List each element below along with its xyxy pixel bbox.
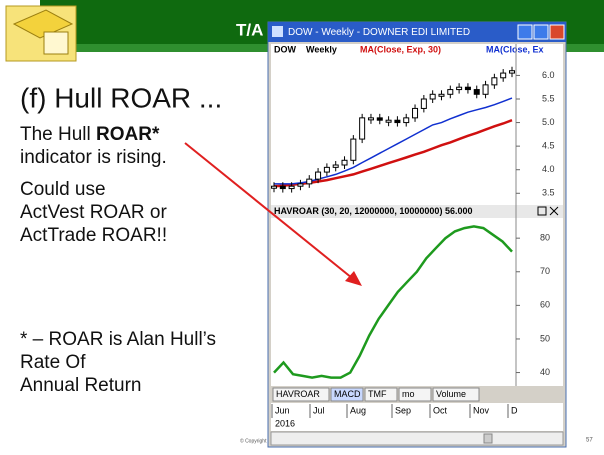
text: The Hull	[20, 124, 96, 145]
chart-window: DOW - Weekly - DOWNER EDI LIMITED DOW We…	[268, 22, 566, 447]
paragraph: The Hull ROAR*	[20, 124, 160, 145]
candle	[386, 120, 391, 122]
slide: T/A (f) Hull ROAR ... The Hull ROAR* ind…	[0, 0, 604, 455]
minimize-button[interactable]	[518, 25, 532, 39]
paragraph: ActVest ROAR or	[20, 202, 167, 223]
y-tick-label: 4.5	[542, 141, 555, 151]
month-label: Jun	[275, 405, 290, 415]
candle	[298, 184, 303, 186]
roar-panel	[271, 218, 563, 386]
panel-label: DOW	[274, 44, 297, 54]
candle	[404, 118, 409, 123]
maximize-button[interactable]	[534, 25, 548, 39]
candle	[351, 139, 356, 160]
tab-label: Volume	[436, 389, 466, 399]
scrollbar[interactable]	[271, 432, 563, 445]
logo-paper	[44, 32, 68, 54]
y-tick-label: 5.5	[542, 93, 555, 103]
candle	[360, 118, 365, 139]
y-tick-label: 5.0	[542, 117, 555, 127]
candle	[289, 186, 294, 188]
candle	[413, 108, 418, 117]
footnote: Annual Return	[20, 375, 141, 396]
y-tick-label: 3.5	[542, 188, 555, 198]
month-label: D	[511, 405, 518, 415]
candle	[316, 172, 321, 179]
candle	[483, 85, 488, 94]
candle	[395, 120, 400, 122]
candle	[280, 186, 285, 188]
window-title: DOW - Weekly - DOWNER EDI LIMITED	[288, 27, 470, 38]
close-button[interactable]	[550, 25, 564, 39]
panel-label: MA(Close, Ex	[486, 44, 544, 54]
footnote: Rate Of	[20, 352, 86, 373]
candle	[272, 186, 277, 188]
y-tick-label: 70	[540, 266, 550, 276]
page-number: 57	[586, 438, 593, 444]
paragraph: indicator is rising.	[20, 147, 167, 168]
candle	[492, 78, 497, 85]
candle	[439, 94, 444, 96]
scroll-thumb[interactable]	[484, 434, 492, 443]
candle	[465, 87, 470, 89]
paragraph: Could use	[20, 179, 106, 200]
candle	[457, 87, 462, 89]
y-tick-label: 80	[540, 233, 550, 243]
y-tick-label: 40	[540, 367, 550, 377]
month-label: Jul	[313, 405, 325, 415]
logo	[6, 6, 76, 61]
month-label: Sep	[395, 405, 411, 415]
tab-label: HAVROAR	[276, 389, 320, 399]
tab-label: mo	[402, 389, 415, 399]
header-text: T/A	[236, 20, 263, 39]
y-tick-label: 4.0	[542, 164, 555, 174]
y-tick-label: 6.0	[542, 70, 555, 80]
candle	[368, 118, 373, 120]
candle	[474, 90, 479, 95]
month-label: Aug	[350, 405, 366, 415]
panel-label: HAVROAR (30, 20, 12000000, 10000000) 56.…	[274, 206, 472, 216]
candle	[333, 165, 338, 167]
window-icon	[272, 26, 283, 37]
bold-text: ROAR*	[96, 124, 160, 145]
copyright: © Copyright	[240, 437, 267, 444]
y-tick-label: 50	[540, 333, 550, 343]
candle	[307, 179, 312, 184]
panel-label: Weekly	[306, 44, 337, 54]
y-tick-label: 60	[540, 300, 550, 310]
paragraph: ActTrade ROAR!!	[20, 225, 167, 246]
slide-title: (f) Hull ROAR ...	[20, 82, 222, 113]
panel-label: MA(Close, Exp, 30)	[360, 44, 441, 54]
candle	[342, 160, 347, 165]
tab-label: TMF	[368, 389, 387, 399]
candle	[421, 99, 426, 108]
candle	[377, 118, 382, 120]
candle	[501, 73, 506, 78]
candle	[324, 167, 329, 172]
candle	[430, 94, 435, 99]
year-label: 2016	[275, 418, 295, 428]
candle	[510, 71, 515, 73]
footnote: * – ROAR is Alan Hull’s	[20, 329, 216, 350]
month-label: Nov	[473, 405, 490, 415]
month-label: Oct	[433, 405, 448, 415]
tab-label: MACD	[334, 389, 361, 399]
candle	[448, 90, 453, 95]
